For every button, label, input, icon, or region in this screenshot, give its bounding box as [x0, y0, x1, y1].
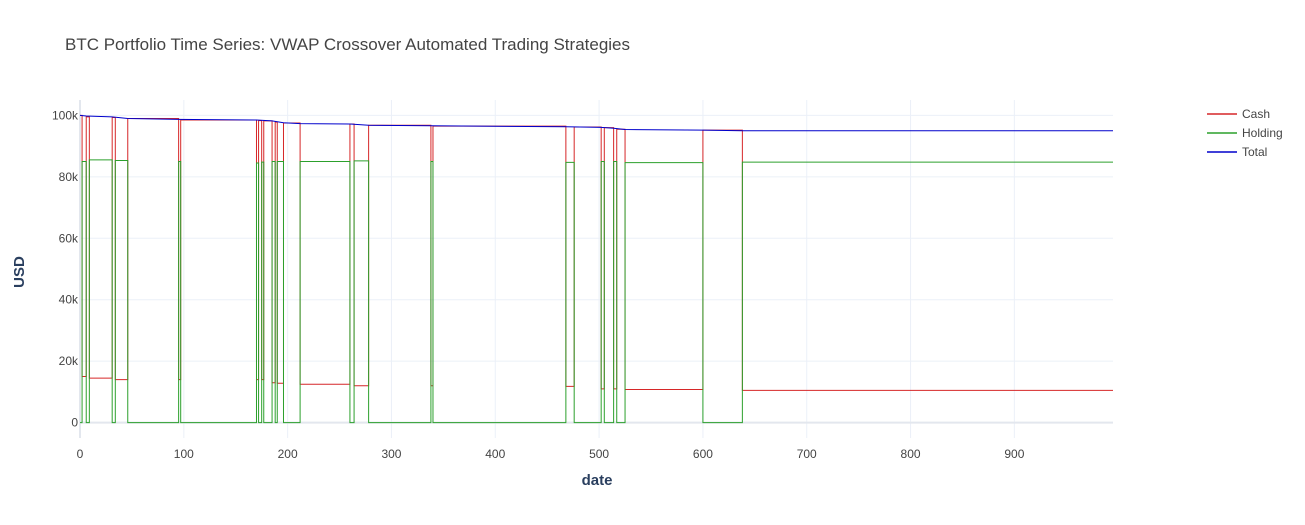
x-tick-label: 200: [278, 447, 298, 461]
chart-title: BTC Portfolio Time Series: VWAP Crossove…: [65, 35, 630, 54]
x-tick-label: 600: [693, 447, 713, 461]
y-tick-label: 80k: [59, 170, 79, 184]
x-tick-label: 0: [77, 447, 84, 461]
legend[interactable]: Cash Holding Total: [1207, 107, 1283, 159]
x-tick-labels: 0 100 200 300 400 500 600 700 800 900: [77, 447, 1025, 461]
y-axis-title: USD: [11, 256, 28, 288]
y-tick-label: 40k: [59, 293, 79, 307]
legend-label: Total: [1242, 145, 1267, 159]
x-axis-title: date: [582, 472, 613, 489]
x-tick-label: 700: [797, 447, 817, 461]
x-tick-label: 400: [485, 447, 505, 461]
legend-item-holding[interactable]: Holding: [1207, 126, 1283, 140]
legend-label: Cash: [1242, 107, 1270, 121]
series-line-cash: [80, 114, 1113, 391]
y-tick-label: 60k: [59, 231, 79, 245]
legend-item-cash[interactable]: Cash: [1207, 107, 1270, 121]
series-line-total: [79, 114, 1113, 132]
x-tick-label: 500: [589, 447, 609, 461]
y-tick-label: 0: [71, 416, 78, 430]
legend-label: Holding: [1242, 126, 1283, 140]
legend-item-total[interactable]: Total: [1207, 145, 1267, 159]
y-tick-label: 100k: [52, 108, 79, 122]
x-tick-label: 800: [901, 447, 921, 461]
series-line-holding: [80, 159, 1113, 424]
y-tick-label: 20k: [59, 354, 79, 368]
x-tick-label: 300: [381, 447, 401, 461]
x-tick-label: 100: [174, 447, 194, 461]
y-tick-labels: 0 20k 40k 60k 80k 100k: [52, 108, 79, 429]
series-lines: [79, 114, 1113, 424]
x-tick-label: 900: [1004, 447, 1024, 461]
grid: [79, 100, 1113, 438]
